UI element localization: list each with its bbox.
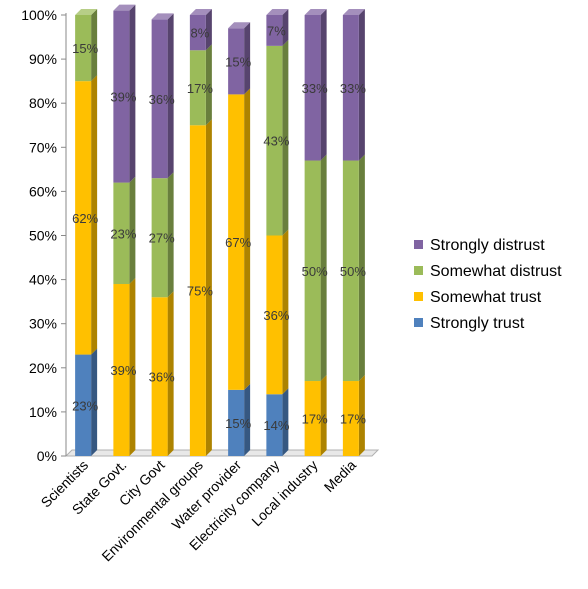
bar-top — [266, 9, 289, 15]
bar-segment — [266, 9, 289, 46]
data-label: 23% — [72, 398, 98, 413]
y-tick-label: 20% — [29, 360, 57, 376]
data-labels: 23% 62% 15% 39% 23% 39% 36% 27% 36% 75% 17% 8% 15% 67… — [72, 23, 366, 433]
bar-top — [304, 9, 327, 15]
bar-segment — [189, 119, 212, 456]
category-label: Media — [321, 457, 359, 495]
data-label: 50% — [340, 264, 366, 279]
data-label: 67% — [225, 235, 251, 250]
data-label: 36% — [149, 92, 175, 107]
bar-segment — [228, 22, 251, 95]
y-tick-label: 90% — [29, 51, 57, 67]
y-tick-label: 30% — [29, 316, 57, 332]
data-label: 62% — [72, 211, 98, 226]
data-label: 7% — [267, 23, 286, 38]
data-label: 14% — [263, 418, 289, 433]
legend-label: Somewhat trust — [430, 289, 542, 306]
legend: Strongly distrust Somewhat distrust Somewh… — [414, 237, 562, 332]
data-label: 15% — [225, 416, 251, 431]
bar-top — [151, 13, 174, 20]
y-tick-label: 10% — [29, 404, 57, 420]
bar-segment — [228, 383, 251, 456]
bar-segment — [304, 154, 327, 382]
bar-segment — [151, 172, 174, 298]
data-label: 17% — [302, 412, 328, 427]
y-tick-label: 80% — [29, 95, 57, 111]
bar-segment — [75, 9, 98, 82]
y-tick-label: 0% — [37, 448, 57, 464]
data-label: 8% — [190, 26, 209, 41]
data-label: 75% — [187, 284, 213, 299]
bar-top — [342, 9, 365, 15]
data-label: 15% — [225, 54, 251, 69]
y-axis: 0% 10% 20% 30% 40% 50% 60% 70% 80% 90% 100% — [21, 7, 67, 464]
legend-swatch — [414, 318, 423, 327]
legend-label: Strongly distrust — [430, 237, 545, 254]
bar-top — [75, 9, 98, 15]
data-label: 17% — [187, 81, 213, 96]
y-tick-label: 50% — [29, 228, 57, 244]
bar-top — [113, 4, 136, 11]
bar-segment — [75, 75, 98, 355]
bar-segment — [189, 9, 212, 51]
legend-swatch — [414, 240, 423, 249]
data-label: 23% — [110, 226, 136, 241]
bar-segment — [151, 13, 174, 179]
y-tick-label: 40% — [29, 272, 57, 288]
legend-swatch — [414, 292, 423, 301]
data-label: 15% — [72, 41, 98, 56]
data-label: 43% — [263, 134, 289, 149]
bar-segment — [113, 278, 136, 456]
bar-segment — [266, 229, 289, 395]
legend-item: Strongly distrust — [414, 237, 545, 254]
bar-segment — [75, 348, 98, 456]
bar-segment — [342, 154, 365, 382]
y-tick-label: 60% — [29, 183, 57, 199]
bars — [75, 4, 365, 456]
chart-floor — [64, 449, 380, 457]
data-label: 36% — [149, 370, 175, 385]
data-label: 39% — [110, 363, 136, 378]
bar-segment — [304, 375, 327, 456]
bar-segment — [113, 176, 136, 285]
bar-segment — [304, 9, 327, 161]
legend-swatch — [414, 266, 423, 275]
bar-segment — [189, 44, 212, 126]
data-label: 33% — [340, 81, 366, 96]
data-label: 33% — [302, 81, 328, 96]
bar-segment — [113, 4, 136, 183]
data-label: 36% — [263, 308, 289, 323]
bar-segment — [342, 375, 365, 456]
legend-label: Somewhat distrust — [430, 263, 562, 280]
bar-segment — [266, 39, 289, 236]
y-tick-label: 70% — [29, 139, 57, 155]
bar-segment — [228, 88, 251, 390]
data-label: 17% — [340, 412, 366, 427]
bar-segment — [151, 291, 174, 456]
data-label: 39% — [110, 90, 136, 105]
chart-floor-plane — [64, 449, 380, 457]
y-tick-label: 100% — [21, 7, 57, 23]
bar-top — [189, 9, 212, 15]
bar-segment — [342, 9, 365, 161]
data-label: 50% — [302, 264, 328, 279]
bar-top — [228, 22, 251, 29]
bar-segment — [266, 388, 289, 456]
legend-item: Somewhat trust — [414, 289, 542, 306]
legend-label: Strongly trust — [430, 315, 525, 332]
data-label: 27% — [149, 231, 175, 246]
legend-item: Strongly trust — [414, 315, 525, 332]
legend-item: Somewhat distrust — [414, 263, 562, 280]
